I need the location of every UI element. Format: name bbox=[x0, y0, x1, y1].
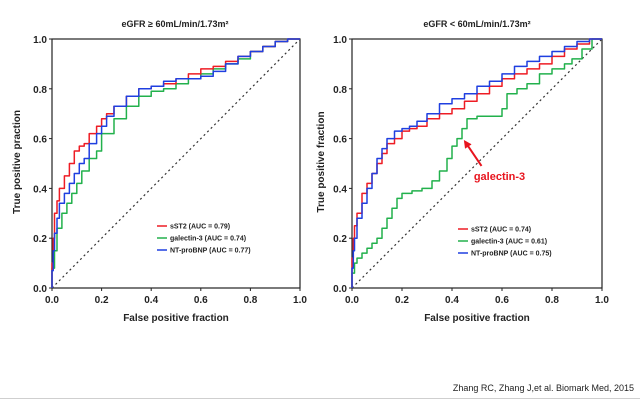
y-tick-label: 0.0 bbox=[33, 284, 47, 295]
y-tick-label: 0.4 bbox=[333, 184, 347, 195]
plot-frame bbox=[351, 38, 603, 289]
legend-label: galectin-3 (AUC = 0.74) bbox=[170, 236, 246, 243]
citation: Zhang RC, Zhang J,et al. Biomark Med, 20… bbox=[452, 383, 634, 393]
y-tick-label: 1.0 bbox=[33, 35, 47, 46]
y-tick-label: 0.2 bbox=[33, 234, 47, 245]
x-tick-label: 0.0 bbox=[45, 295, 59, 306]
chart-title: eGFR ≥ 60mL/min/1.73m² bbox=[122, 19, 229, 29]
y-axis-label: True positive fraction bbox=[316, 111, 327, 212]
y-tick-label: 0.0 bbox=[333, 284, 347, 295]
x-tick-label: 0.6 bbox=[194, 295, 208, 306]
series-line bbox=[351, 38, 602, 288]
legend-label: sST2 (AUC = 0.74) bbox=[471, 227, 531, 234]
x-axis-label: False positive fraction bbox=[424, 313, 530, 324]
y-tick-label: 0.6 bbox=[33, 135, 47, 146]
x-tick-label: 0.0 bbox=[345, 295, 359, 306]
reference-diagonal bbox=[51, 38, 301, 289]
series-line bbox=[351, 38, 602, 288]
x-tick-label: 0.2 bbox=[95, 295, 109, 306]
legend-label: NT-proBNP (AUC = 0.77) bbox=[170, 248, 251, 255]
y-tick-label: 0.2 bbox=[333, 234, 347, 245]
y-tick-label: 1.0 bbox=[333, 35, 347, 46]
y-tick-label: 0.8 bbox=[333, 85, 347, 96]
x-axis-label: False positive fraction bbox=[123, 313, 229, 324]
roc-chart-1: eGFR ≥ 60mL/min/1.73m² 0.0 0.2 0.4 0.6 0.8 1.0… bbox=[12, 19, 307, 324]
legend-label: NT-proBNP (AUC = 0.75) bbox=[471, 251, 552, 258]
bottom-divider bbox=[0, 398, 640, 399]
y-tick-label: 0.4 bbox=[33, 184, 47, 195]
x-tick-label: 0.2 bbox=[395, 295, 409, 306]
x-tick-label: 1.0 bbox=[293, 295, 307, 306]
x-tick-label: 0.8 bbox=[545, 295, 559, 306]
y-tick-label: 0.6 bbox=[333, 135, 347, 146]
annotation-arrow bbox=[463, 139, 483, 167]
series-line bbox=[351, 38, 602, 288]
reference-diagonal bbox=[351, 38, 603, 289]
x-tick-label: 0.6 bbox=[495, 295, 509, 306]
x-tick-label: 0.4 bbox=[144, 295, 158, 306]
series-line bbox=[51, 38, 300, 288]
roc-chart-2: eGFR < 60mL/min/1.73m² 0.0 0.2 0.4 0.6 0.8 1.0… bbox=[316, 19, 609, 324]
x-tick-label: 0.4 bbox=[445, 295, 459, 306]
legend-label: galectin-3 (AUC = 0.61) bbox=[471, 239, 547, 246]
x-tick-label: 1.0 bbox=[595, 295, 609, 306]
chart-title: eGFR < 60mL/min/1.73m² bbox=[423, 19, 530, 29]
x-tick-label: 0.8 bbox=[243, 295, 257, 306]
y-tick-label: 0.8 bbox=[33, 85, 47, 96]
y-axis-label: True positive praction bbox=[12, 110, 23, 214]
annotation-label: galectin-3 bbox=[474, 171, 525, 183]
series-line bbox=[51, 38, 300, 288]
legend-label: sST2 (AUC = 0.79) bbox=[170, 224, 230, 231]
plot-frame bbox=[51, 38, 301, 289]
